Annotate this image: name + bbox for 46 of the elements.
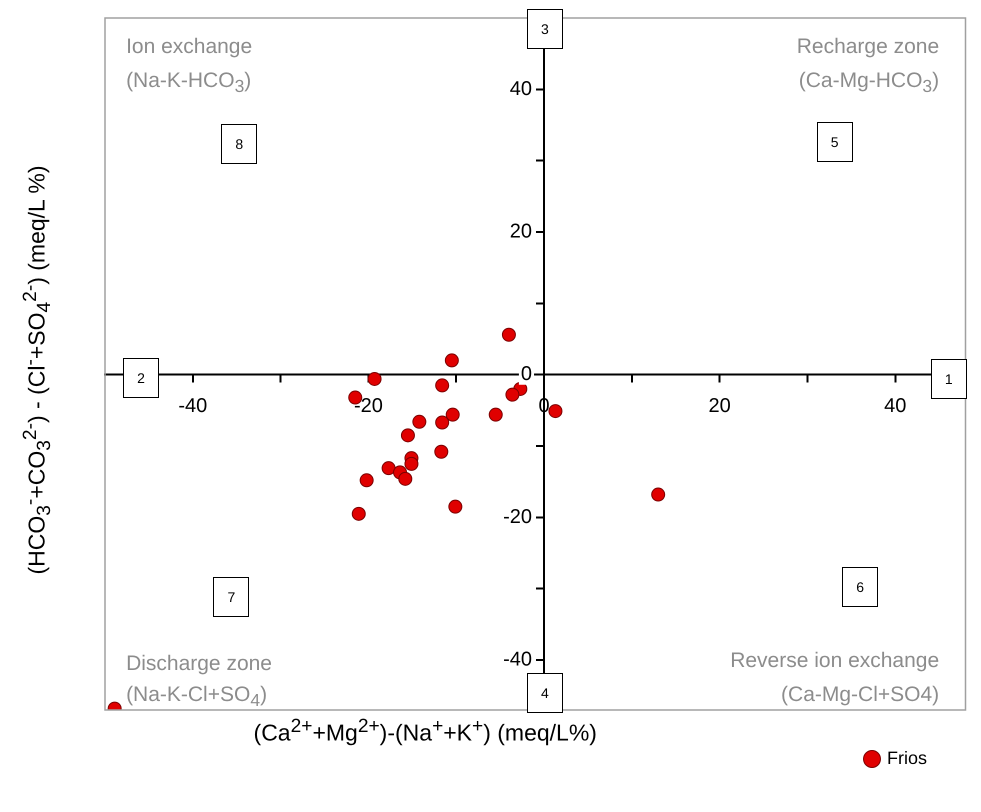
y-tick-label: -20 (503, 506, 532, 528)
point (448, 500, 462, 514)
point (434, 444, 448, 459)
annotation: 8 (221, 124, 258, 164)
y-tick-label: 40 (510, 78, 532, 100)
point (435, 378, 450, 392)
annotation: 2 (123, 358, 159, 398)
annotation: Ion exchange (126, 35, 252, 60)
annotation: Reverse ion exchange (730, 648, 940, 673)
point (412, 414, 426, 429)
text: (Ca$^{2+}$+Mg$^{2+}$)-(Na$^{+}$+K$^{+}$) (meq/L%) (254, 716, 597, 746)
annotation: Discharge zone (126, 652, 272, 676)
annotation: 4 (526, 672, 563, 713)
point (352, 506, 366, 521)
point (435, 416, 450, 430)
x-tick-label: 20 (708, 395, 731, 418)
point (651, 488, 666, 502)
annotation: Recharge zone (796, 35, 940, 60)
annotation: 1 (930, 358, 967, 399)
y-tick-label: 0 (520, 363, 532, 386)
point (446, 408, 460, 422)
annotation: 5 (816, 122, 853, 162)
y-tick-label: 20 (510, 220, 532, 243)
point (360, 473, 374, 488)
point (444, 353, 459, 368)
point (404, 456, 418, 471)
annotation: (Ca-Mg-HCO$_{3}$) (798, 68, 940, 97)
annotation: 7 (213, 577, 250, 618)
y-tick-label: -40 (503, 648, 532, 671)
point (382, 461, 396, 476)
point (398, 472, 412, 486)
point (368, 372, 382, 386)
point (548, 404, 562, 418)
point (400, 428, 415, 442)
point (488, 408, 503, 422)
annotation: (Ca-Mg-Cl+SO4) (781, 683, 940, 708)
x-tick-label: 40 (884, 395, 906, 418)
annotation: 3 (526, 9, 563, 50)
point (502, 328, 516, 342)
annotation: 6 (842, 566, 878, 607)
annotation: (Na-K-Cl+SO$_{4}$) (126, 683, 268, 712)
point (505, 388, 520, 402)
annotation: (Na-K-HCO$_{3}$) (126, 68, 252, 97)
x-tick-label: -20 (354, 395, 383, 418)
x-tick-label: -40 (178, 395, 208, 418)
legend-label: Frios (887, 748, 927, 768)
